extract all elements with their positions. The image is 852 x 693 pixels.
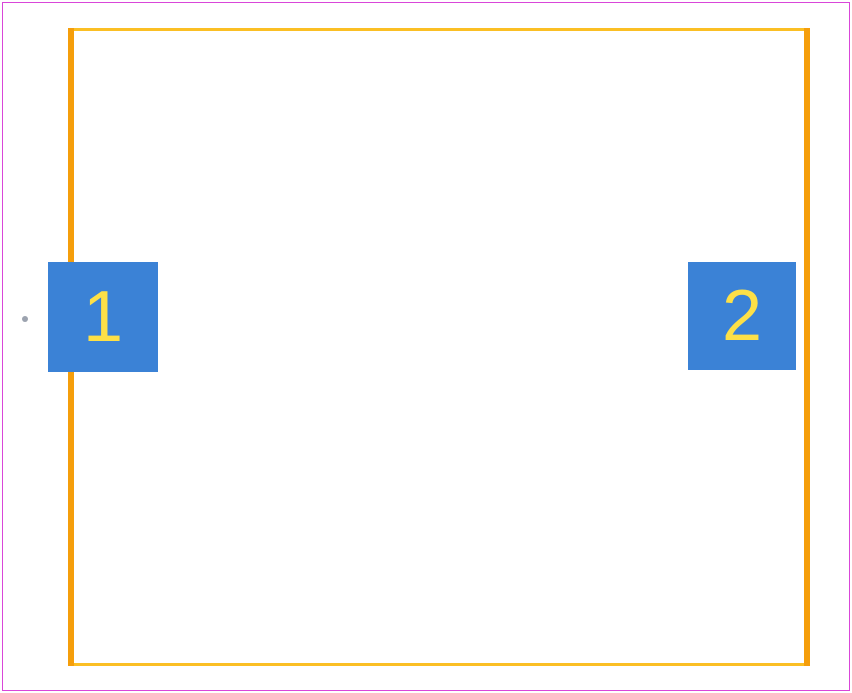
pad-2: 2 [688,262,796,370]
pad-1: 1 [48,262,158,372]
outline-right [804,28,810,666]
outline-bottom [74,663,804,666]
pin1-marker-icon [22,316,28,322]
pad-label: 2 [722,275,762,357]
outline-top [74,28,804,31]
pad-label: 1 [83,276,123,358]
